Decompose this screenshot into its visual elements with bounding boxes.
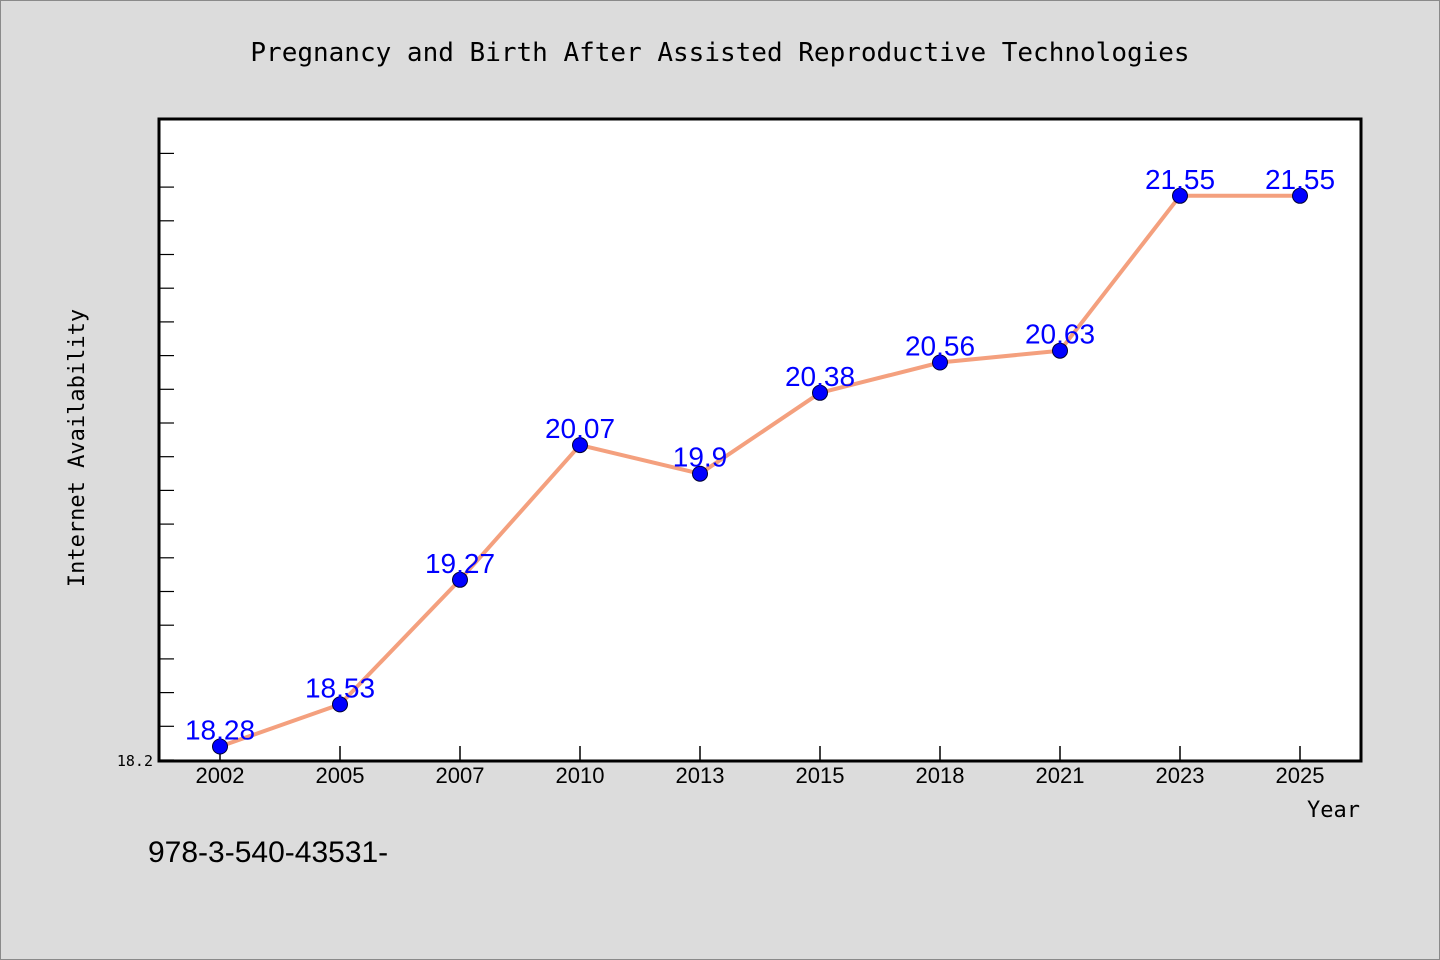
- data-label: 18.28: [185, 715, 255, 746]
- data-point: [1172, 187, 1188, 204]
- x-tick-label: 2002: [196, 763, 245, 788]
- data-label: 20.07: [545, 413, 615, 444]
- series-group: 18.28 18.53 19.27 20.07 19.9 20.38 20.56 20.63 2…: [185, 164, 1335, 755]
- data-point: [932, 354, 948, 371]
- x-tick-label: 2018: [916, 763, 965, 788]
- data-label: 18.53: [305, 672, 375, 703]
- x-tick-label: 2013: [676, 763, 725, 788]
- data-point: [1052, 342, 1068, 359]
- data-point: [452, 571, 468, 588]
- x-axis-label: Year: [1307, 798, 1360, 823]
- data-point: [332, 696, 348, 713]
- data-label: 19.9: [673, 442, 728, 473]
- data-point: [812, 384, 828, 401]
- x-tick-label: 2010: [556, 763, 605, 788]
- data-label: 21.55: [1265, 164, 1335, 195]
- data-point: [1292, 187, 1308, 204]
- x-tick-label: 2005: [316, 763, 365, 788]
- data-label: 19.27: [425, 548, 495, 579]
- x-tick-label: 2021: [1036, 763, 1085, 788]
- data-point: [572, 437, 588, 454]
- x-tick-label: 2007: [436, 763, 485, 788]
- x-axis-ticks: 2002 2005 2007 2010 2013 2015 2018 2021 2023 2025: [196, 746, 1325, 788]
- data-label: 20.38: [785, 361, 855, 392]
- y-axis-label: Internet Availability: [65, 309, 90, 587]
- chart-title: Pregnancy and Birth After Assisted Repro…: [250, 38, 1189, 68]
- x-tick-label: 2023: [1156, 763, 1205, 788]
- data-label: 21.55: [1145, 164, 1215, 195]
- data-point: [692, 465, 708, 482]
- x-tick-label: 2015: [796, 763, 845, 788]
- y-min-tick-label: 18.2: [117, 752, 153, 770]
- data-point: [212, 738, 228, 755]
- y-axis-ticks: [160, 152, 174, 761]
- series-line: [219, 193, 1300, 749]
- plot-area: [157, 117, 1363, 763]
- data-label: 20.56: [905, 331, 975, 362]
- footer-isbn-text: 978-3-540-43531-: [148, 836, 388, 869]
- x-tick-label: 2025: [1276, 763, 1325, 788]
- data-label: 20.63: [1025, 319, 1095, 350]
